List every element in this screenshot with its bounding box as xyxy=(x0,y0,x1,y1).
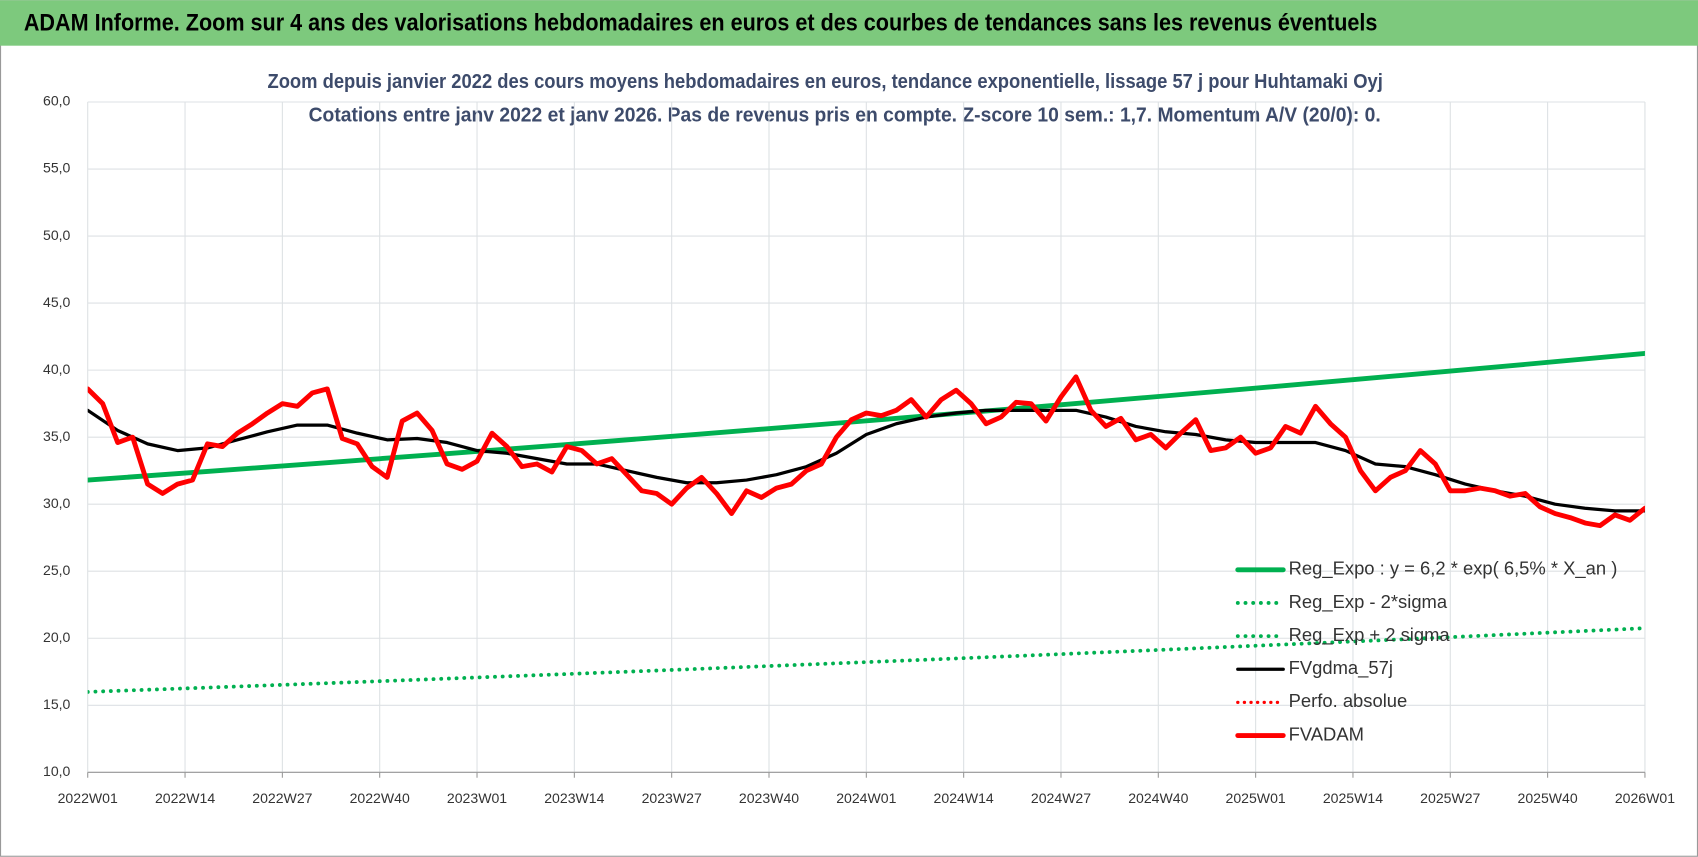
x-tick-label: 2022W27 xyxy=(252,790,312,806)
chart-subtitle: Cotations entre janv 2022 et janv 2026. … xyxy=(309,104,1381,127)
x-tick-label: 2022W14 xyxy=(155,790,215,806)
y-tick-label: 45,0 xyxy=(43,294,71,310)
x-tick-label: 2025W14 xyxy=(1323,790,1383,806)
x-tick-label: 2026W01 xyxy=(1615,790,1675,806)
y-tick-label: 50,0 xyxy=(43,227,71,243)
y-tick-label: 10,0 xyxy=(43,763,71,779)
x-tick-label: 2024W01 xyxy=(836,790,896,806)
x-tick-label: 2024W14 xyxy=(934,790,994,806)
header-bar xyxy=(0,0,1698,46)
x-tick-label: 2025W40 xyxy=(1518,790,1578,806)
series-line xyxy=(87,626,1645,694)
plot-area xyxy=(87,350,1645,694)
legend-label: Reg_Exp - 2*sigma xyxy=(1289,591,1448,613)
legend-label: Reg_Exp + 2 sigma xyxy=(1289,624,1451,646)
x-tick-label: 2023W27 xyxy=(642,790,702,806)
x-tick-label: 2023W01 xyxy=(447,790,507,806)
y-tick-label: 30,0 xyxy=(43,495,71,511)
x-tick-label: 2025W27 xyxy=(1420,790,1480,806)
x-tick-label: 2022W01 xyxy=(58,790,118,806)
legend: Reg_Expo : y = 6,2 * exp( 6,5% * X_an ) R… xyxy=(1235,558,1618,744)
x-tick-label: 2023W14 xyxy=(544,790,604,806)
series-line xyxy=(87,350,1645,483)
legend-label: Perfo. absolue xyxy=(1289,690,1408,711)
y-tick-label: 55,0 xyxy=(43,160,71,176)
chart-title: ADAM Informe. Zoom sur 4 ans des valoris… xyxy=(24,9,1378,36)
x-tick-label: 2022W40 xyxy=(350,790,410,806)
chart-subtitle: Zoom depuis janvier 2022 des cours moyen… xyxy=(267,70,1382,93)
y-tick-label: 15,0 xyxy=(43,696,71,712)
y-tick-label: 35,0 xyxy=(43,428,71,444)
grid: 10,0 15,0 20,0 25,0 30,0 35,0 40,0 45,0 50,0 55,0… xyxy=(43,93,1675,806)
y-tick-label: 25,0 xyxy=(43,562,71,578)
x-tick-label: 2025W01 xyxy=(1226,790,1286,806)
legend-label: Reg_Expo : y = 6,2 * exp( 6,5% * X_an ) xyxy=(1289,558,1618,580)
legend-label: FVADAM xyxy=(1289,723,1364,744)
x-tick-label: 2024W27 xyxy=(1031,790,1091,806)
y-tick-label: 60,0 xyxy=(43,93,71,109)
x-tick-label: 2023W40 xyxy=(739,790,799,806)
y-tick-label: 40,0 xyxy=(43,361,71,377)
x-tick-label: 2024W40 xyxy=(1128,790,1188,806)
legend-label: FVgdma_57j xyxy=(1289,657,1393,679)
y-tick-label: 20,0 xyxy=(43,629,71,645)
series-line xyxy=(87,374,1645,529)
series-line xyxy=(87,408,1645,513)
